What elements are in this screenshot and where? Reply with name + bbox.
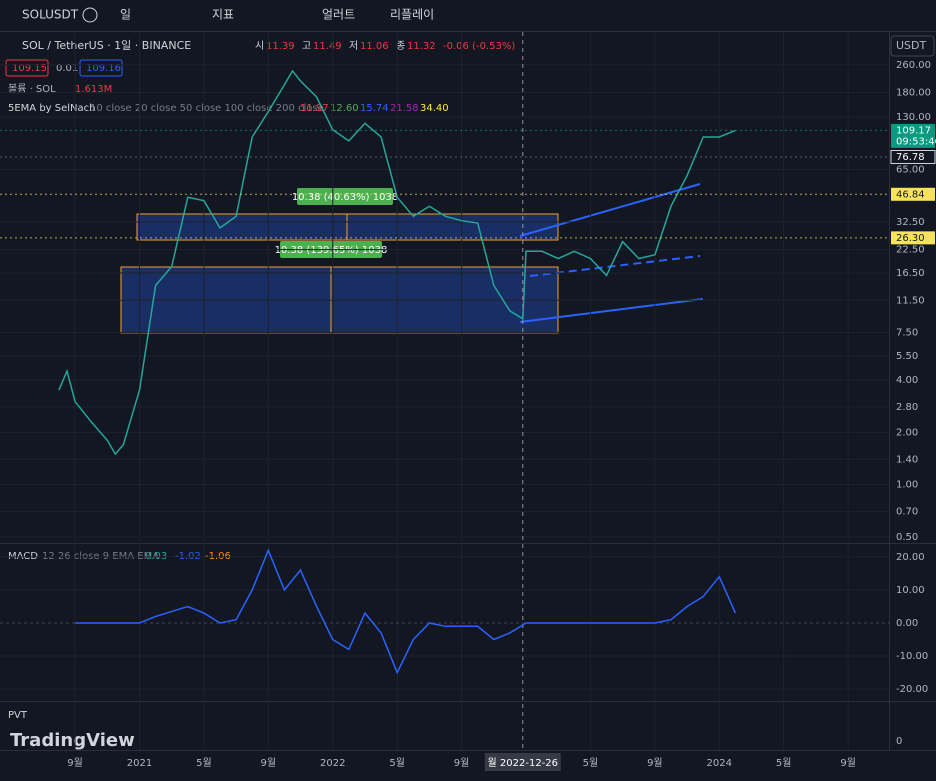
time-tick-label: 9월 xyxy=(454,757,470,769)
ohlc-key: 저 xyxy=(349,40,358,52)
price-tick-label: 11.50 xyxy=(896,295,925,306)
time-tick-label: 9월 xyxy=(67,757,83,769)
time-tick-label: 5월 xyxy=(583,757,599,769)
ema-value: 34.40 xyxy=(420,103,449,114)
macd-tick-label: 0.00 xyxy=(896,618,918,629)
price-label-bg xyxy=(891,187,935,201)
indicators[interactable]: 지표 xyxy=(212,8,234,22)
crosshair-label: 월 2022-12-26 xyxy=(488,757,559,769)
price-label-bg xyxy=(891,123,935,148)
price-tick-label: 2.00 xyxy=(896,427,918,438)
price-label: 26.30 xyxy=(896,233,925,244)
ema-name: 5EMA by SelNach xyxy=(8,103,96,114)
macd-tick-label: -10.00 xyxy=(896,651,928,662)
currency-button[interactable] xyxy=(890,35,935,57)
ema-params: 10 close 20 close 50 close 100 close 200… xyxy=(90,103,324,114)
time-tick-label: 9월 xyxy=(261,757,277,769)
price-tick-label: 0.70 xyxy=(896,507,918,518)
time-tick-label: 9월 xyxy=(647,757,663,769)
price-tick-label: 1.00 xyxy=(896,480,918,491)
price-tick-label: 32.50 xyxy=(896,217,925,228)
macd-tick-label: 20.00 xyxy=(896,552,925,563)
price-tick-label: 16.50 xyxy=(896,268,925,279)
time-tick-label: 2022 xyxy=(320,758,345,769)
price-tick-label: 5.50 xyxy=(896,351,918,362)
trend-line xyxy=(519,298,704,323)
symbol-search[interactable]: SOLUSDT xyxy=(22,8,79,22)
price-label: 46.84 xyxy=(896,189,925,200)
price-tick-label: 1.40 xyxy=(896,454,918,465)
trend-line xyxy=(519,183,701,237)
ema-value: 15.74 xyxy=(360,103,389,114)
spread: 0.01 xyxy=(56,63,78,74)
ask: 109.16 xyxy=(86,63,121,74)
macd-tick-label: -20.00 xyxy=(896,684,928,695)
volume-name: 볼륨 · SOL xyxy=(8,83,56,95)
brand: TradingView xyxy=(10,730,135,751)
price-tick-label: 22.50 xyxy=(896,245,925,256)
price-tick-label: 2.80 xyxy=(896,402,918,413)
ema-value: 21.58 xyxy=(390,103,419,114)
price-line xyxy=(58,69,736,456)
legend-title: SOL / TetherUS · 1일 · BINANCE xyxy=(22,38,191,52)
price-tick-label: 130.00 xyxy=(896,112,931,123)
crosshair-label-bg xyxy=(484,753,561,771)
price-tick-label: 260.00 xyxy=(896,60,931,71)
time-tick-label: 9월 xyxy=(840,757,856,769)
price-label-bg xyxy=(890,149,936,164)
time-tick-label: 5월 xyxy=(776,757,792,769)
price-label-bg xyxy=(891,231,935,245)
ohlc-value: 11.39 xyxy=(266,41,295,52)
measure-text: 10.38 (40.63%) 1038 xyxy=(292,192,398,203)
price-label: 76.78 xyxy=(896,152,925,163)
measure-text: 10.38 (139.65%) 1038 xyxy=(275,245,388,256)
pvt-tick-label: 0 xyxy=(896,736,902,747)
price-tick-label: 180.00 xyxy=(896,88,931,99)
ema-value: 11.97 xyxy=(300,103,329,114)
ohlc-key: 고 xyxy=(302,41,311,52)
toolbar xyxy=(0,0,936,31)
time-tick-label: 2021 xyxy=(127,758,152,769)
volume-value: 1.613M xyxy=(75,84,112,95)
measure-label xyxy=(297,188,393,205)
price-label: 109.17 xyxy=(896,125,931,136)
ohlc-key: 종 xyxy=(396,40,405,52)
macd-tick-label: 10.00 xyxy=(896,585,925,596)
replay[interactable]: 리플레이 xyxy=(390,8,434,22)
change: -0.06 (-0.53%) xyxy=(443,41,515,52)
bid: 109.15 xyxy=(12,63,47,74)
pvt-name: PVT xyxy=(8,710,28,721)
add-symbol[interactable] xyxy=(82,7,98,23)
currency[interactable]: USDT xyxy=(896,39,927,52)
countdown: 09:53:46 xyxy=(896,136,936,147)
ohlc-key: 시 xyxy=(255,40,264,52)
ohlc-value: 11.32 xyxy=(407,41,436,52)
price-tick-label: 0.50 xyxy=(896,532,918,543)
price-tick-label: 7.50 xyxy=(896,328,918,339)
price-tick-label: 65.00 xyxy=(896,165,925,176)
ohlc-value: 11.06 xyxy=(360,41,389,52)
interval[interactable]: 일 xyxy=(120,8,131,22)
time-tick-label: 5월 xyxy=(389,757,405,769)
alert[interactable]: 얼러트 xyxy=(322,8,355,22)
price-tick-label: 4.00 xyxy=(896,375,918,386)
time-tick-label: 2024 xyxy=(707,758,732,769)
ema-value: 12.60 xyxy=(330,103,359,114)
macd-line xyxy=(75,548,737,675)
ohlc-value: 11.49 xyxy=(313,41,342,52)
sell-button xyxy=(5,59,49,77)
buy-button xyxy=(79,59,123,77)
time-tick-label: 5월 xyxy=(196,757,212,769)
